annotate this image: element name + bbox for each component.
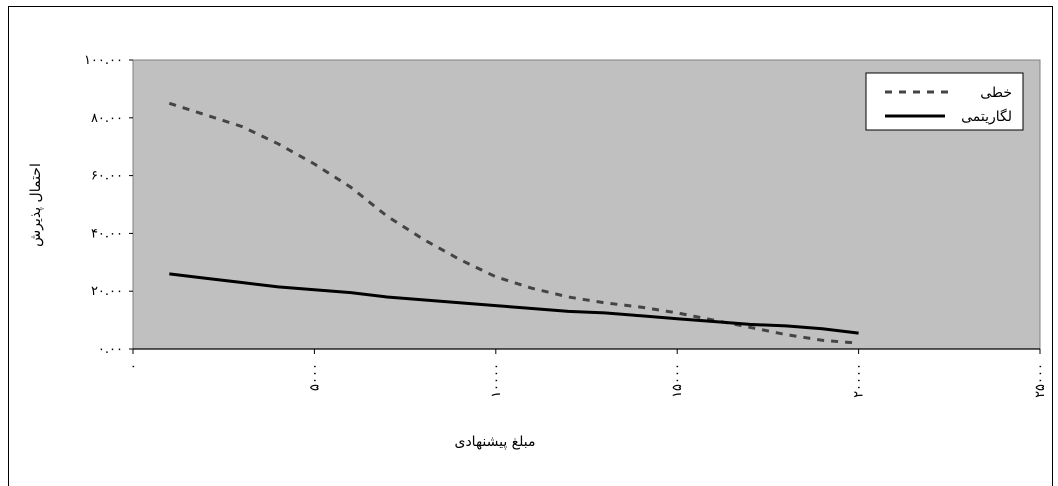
- x-tick-label: ۵۰۰۰: [307, 363, 322, 391]
- y-tick-label: ۸۰.۰۰: [91, 111, 123, 126]
- y-tick-label: ۰.۰۰: [98, 342, 123, 357]
- x-tick-label: ۲۵۰۰۰: [1033, 363, 1048, 398]
- x-tick-label: ۲۰۰۰۰: [852, 363, 867, 398]
- series-layer: [168, 101, 859, 345]
- x-axis-title: مبلغ پیشنهادی: [454, 434, 535, 450]
- x-tick-label: ۰: [126, 363, 141, 370]
- y-tick-label: ۱۰۰.۰۰: [84, 53, 123, 68]
- x-tick-label: ۱۵۰۰۰: [670, 363, 685, 398]
- series-line-logarithmic: [169, 272, 859, 335]
- legend-label-logarithmic: لگاریتمی: [961, 108, 1012, 125]
- y-axis-title: احتمال پذیرش: [28, 163, 44, 247]
- y-axis-ticks: ۰.۰۰ ۲۰.۰۰ ۴۰.۰۰ ۶۰.۰۰ ۸۰.۰۰ ۱۰۰.۰۰: [84, 53, 133, 357]
- x-tick-label: ۱۰۰۰۰: [489, 363, 504, 398]
- legend: خطی لگاریتمی: [865, 72, 1024, 131]
- chart-frame: [8, 6, 1053, 486]
- x-axis-ticks: ۰ ۵۰۰۰ ۱۰۰۰۰ ۱۵۰۰۰ ۲۰۰۰۰ ۲۵۰۰۰: [126, 349, 1048, 398]
- y-tick-label: ۲۰.۰۰: [91, 284, 123, 299]
- y-tick-label: ۴۰.۰۰: [91, 226, 123, 241]
- legend-box: [865, 72, 1024, 131]
- y-tick-label: ۶۰.۰۰: [91, 169, 123, 184]
- legend-label-linear: خطی: [980, 85, 1012, 101]
